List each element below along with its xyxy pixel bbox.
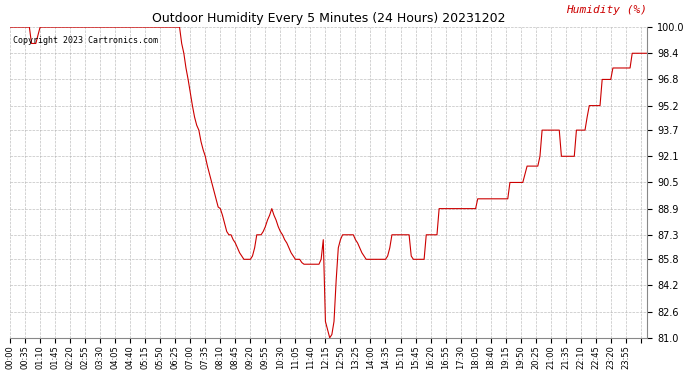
- Text: Copyright 2023 Cartronics.com: Copyright 2023 Cartronics.com: [13, 36, 158, 45]
- Text: Humidity (%): Humidity (%): [566, 4, 647, 15]
- Title: Outdoor Humidity Every 5 Minutes (24 Hours) 20231202: Outdoor Humidity Every 5 Minutes (24 Hou…: [152, 12, 505, 24]
